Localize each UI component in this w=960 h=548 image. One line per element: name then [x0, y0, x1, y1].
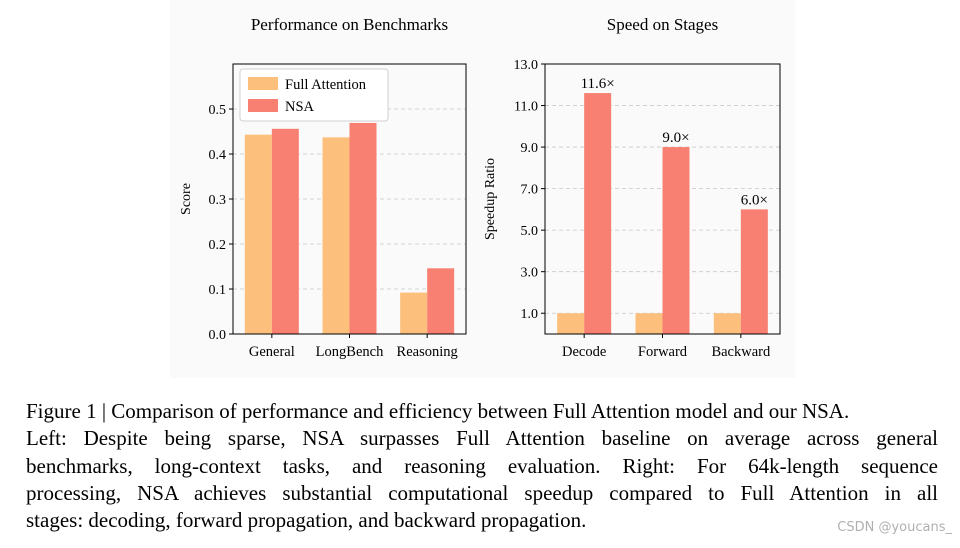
- y-tick-label: 5.0: [521, 224, 539, 239]
- y-tick-label: 0.5: [209, 103, 227, 118]
- y-tick-label: 1.0: [521, 307, 539, 322]
- bar-full-attention: [322, 137, 350, 334]
- caption-line: Left: Despite being sparse, NSA surpasse…: [26, 426, 938, 451]
- y-tick-label: 0.0: [209, 328, 227, 343]
- y-tick-label: 9.0: [521, 141, 539, 156]
- x-tick-label: General: [249, 344, 295, 360]
- figure-caption: Figure 1 | Comparison of performance and…: [26, 398, 938, 534]
- bar-full-attention: [713, 313, 741, 334]
- x-tick-label: LongBench: [316, 344, 384, 360]
- x-tick-label: Reasoning: [397, 344, 458, 360]
- y-tick-label: 13.0: [514, 58, 539, 73]
- speed-chart: 11.6× 9.0× 6.0× 1.0 3.0 5.0 7.0 9.0 11.0 13.0 Deco…: [483, 15, 781, 360]
- y-tick-label: 0.3: [209, 193, 227, 208]
- bar-full-attention: [244, 134, 272, 334]
- caption-line: benchmarks, long-context tasks, and reas…: [26, 453, 938, 478]
- caption-line: processing, NSA achieves substantial com…: [26, 480, 938, 505]
- bar-full-attention: [557, 313, 585, 334]
- bar-nsa: [662, 147, 690, 334]
- bar-nsa: [349, 122, 377, 334]
- y-tick-label: 0.4: [209, 148, 227, 163]
- bar-nsa: [427, 268, 455, 334]
- legend-label: NSA: [285, 99, 315, 115]
- chart-title: Speed on Stages: [607, 15, 718, 34]
- x-tick-label: Forward: [638, 344, 688, 360]
- x-tick-label: Decode: [562, 344, 606, 360]
- caption-line: stages: decoding, forward propagation, a…: [26, 508, 587, 533]
- y-axis-label: Score: [179, 183, 194, 215]
- x-tick-label: Backward: [711, 344, 771, 360]
- y-tick-label: 0.1: [209, 283, 227, 298]
- bar-full-attention: [635, 313, 663, 334]
- legend: Full Attention NSA: [239, 68, 389, 122]
- y-tick-label: 11.0: [514, 100, 538, 115]
- y-axis-label: Speedup Ratio: [483, 158, 498, 240]
- legend-swatch-nsa: [248, 99, 278, 112]
- bar-nsa: [584, 93, 612, 334]
- bar-full-attention: [400, 292, 428, 334]
- y-tick-label: 3.0: [521, 266, 539, 281]
- legend-label: Full Attention: [285, 77, 367, 93]
- y-tick-label: 7.0: [521, 183, 539, 198]
- legend-swatch-full-attention: [248, 77, 278, 90]
- data-label: 6.0×: [741, 192, 768, 208]
- bar-nsa: [740, 209, 768, 334]
- watermark: CSDN @youcans_: [837, 520, 952, 535]
- chart-title: Performance on Benchmarks: [251, 15, 448, 34]
- data-label: 9.0×: [662, 130, 689, 146]
- caption-line: Figure 1 | Comparison of performance and…: [26, 399, 850, 423]
- data-label: 11.6×: [581, 76, 615, 92]
- y-tick-label: 0.2: [209, 238, 227, 253]
- bar-nsa: [271, 128, 299, 334]
- performance-chart: 0.0 0.1 0.2 0.3 0.4 0.5 General LongBench Reason…: [179, 15, 467, 360]
